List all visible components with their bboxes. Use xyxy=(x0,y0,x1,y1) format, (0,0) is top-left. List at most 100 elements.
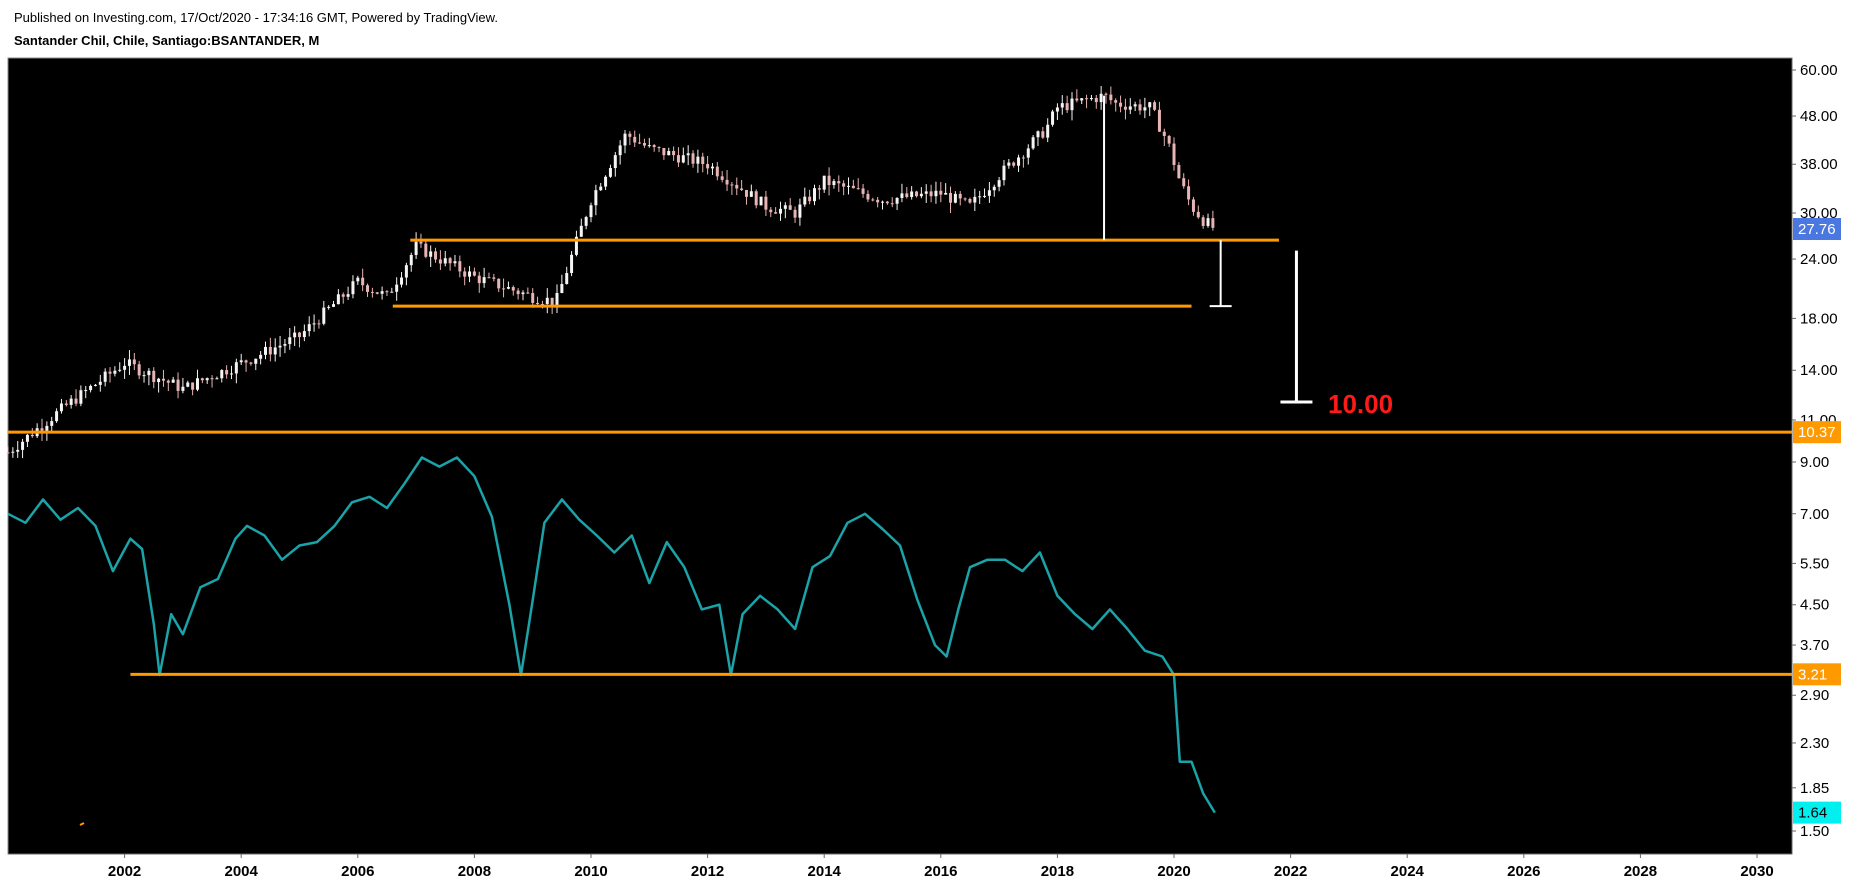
candle-body xyxy=(973,196,977,203)
candle-body xyxy=(1065,103,1069,111)
candle-body xyxy=(298,332,302,338)
candle-body xyxy=(788,205,792,210)
price-tick-label: 18.00 xyxy=(1800,310,1838,327)
plot-background xyxy=(8,58,1792,854)
candle-body xyxy=(842,183,846,187)
candle-body xyxy=(735,184,739,189)
candle-body xyxy=(307,324,311,332)
candle-body xyxy=(89,385,93,391)
candle-body xyxy=(1157,109,1161,132)
candle-body xyxy=(1036,131,1040,138)
oscillator-line xyxy=(7,456,1216,814)
year-tick-label: 2030 xyxy=(1740,863,1773,880)
year-tick-label: 2018 xyxy=(1041,863,1074,880)
candle-body xyxy=(55,411,59,422)
candle-body xyxy=(127,359,131,366)
price-tick-label: 48.00 xyxy=(1800,108,1838,125)
candle-body xyxy=(657,147,661,149)
candle-body xyxy=(225,370,229,375)
candle-body xyxy=(672,151,676,156)
candle-body xyxy=(769,209,773,213)
price-tick-label: 60.00 xyxy=(1800,62,1838,79)
candle-body xyxy=(895,197,899,204)
candle-body xyxy=(1070,98,1074,111)
candle-body xyxy=(929,191,933,197)
candle-body xyxy=(876,199,880,203)
year-tick-label: 2012 xyxy=(691,863,724,880)
candle-body xyxy=(511,287,515,291)
candle-body xyxy=(220,370,224,379)
candle-body xyxy=(341,294,345,297)
year-tick-label: 2008 xyxy=(458,863,491,880)
candle-body xyxy=(599,186,603,191)
candle-body xyxy=(803,196,807,205)
candle-body xyxy=(978,196,982,198)
candle-body xyxy=(827,175,831,186)
price-tick-label: 9.00 xyxy=(1800,454,1829,471)
candle-body xyxy=(366,285,370,292)
candle-body xyxy=(210,378,214,380)
candle-body xyxy=(45,425,49,431)
candle-body xyxy=(526,292,530,294)
candle-body xyxy=(453,261,457,264)
candle-body xyxy=(361,277,365,286)
symbol-title: Santander Chil, Chile, Santiago:BSANTAND… xyxy=(14,33,320,48)
candle-body xyxy=(604,176,608,187)
price-tick-label: 1.85 xyxy=(1800,780,1829,797)
candle-body xyxy=(706,163,710,169)
candle-body xyxy=(905,193,909,198)
candle-body xyxy=(448,258,452,264)
candle-body xyxy=(847,185,851,187)
level-badge-bg xyxy=(1793,421,1841,444)
candle-body xyxy=(885,201,889,204)
candle-body xyxy=(1007,162,1011,166)
candle-body xyxy=(798,204,802,218)
candle-body xyxy=(812,188,816,202)
candle-body xyxy=(1109,94,1113,101)
candle-body xyxy=(1172,143,1176,166)
candle-body xyxy=(487,277,491,279)
candle-body xyxy=(759,196,763,206)
candle-body xyxy=(1002,165,1006,181)
year-tick-label: 2024 xyxy=(1391,863,1425,880)
candle-body xyxy=(638,142,642,144)
candle-body xyxy=(618,145,622,156)
candle-body xyxy=(613,155,617,169)
candle-body xyxy=(915,191,919,197)
candle-body xyxy=(429,251,433,257)
candle-body xyxy=(6,452,10,454)
candle-body xyxy=(633,136,637,143)
candle-body xyxy=(468,271,472,277)
candle-body xyxy=(137,364,141,376)
candle-body xyxy=(1128,106,1132,110)
year-tick-label: 2006 xyxy=(341,863,374,880)
candle-body xyxy=(594,190,598,206)
candle-body xyxy=(681,155,685,163)
candle-body xyxy=(1114,100,1118,103)
candle-body xyxy=(438,259,442,264)
candle-body xyxy=(414,241,418,255)
candle-body xyxy=(939,190,943,195)
candle-body xyxy=(191,382,195,390)
year-tick-label: 2020 xyxy=(1157,863,1190,880)
candle-body xyxy=(370,291,374,293)
candle-body xyxy=(322,307,326,324)
last-price-badge: 27.76 xyxy=(1798,221,1836,238)
candle-body xyxy=(701,156,705,164)
candle-body xyxy=(919,193,923,197)
candle-body xyxy=(1094,97,1098,103)
candle-body xyxy=(1041,131,1045,138)
candle-body xyxy=(93,384,97,386)
level-badge: 10.37 xyxy=(1798,424,1836,441)
candle-body xyxy=(477,275,481,284)
candle-body xyxy=(1162,131,1166,136)
candle-body xyxy=(1021,157,1025,159)
candle-body xyxy=(565,273,569,284)
candle-body xyxy=(472,271,476,276)
candle-body xyxy=(283,344,287,346)
candle-body xyxy=(409,254,413,266)
candle-body xyxy=(1055,107,1059,112)
candle-body xyxy=(642,142,646,146)
candle-body xyxy=(1104,93,1108,95)
